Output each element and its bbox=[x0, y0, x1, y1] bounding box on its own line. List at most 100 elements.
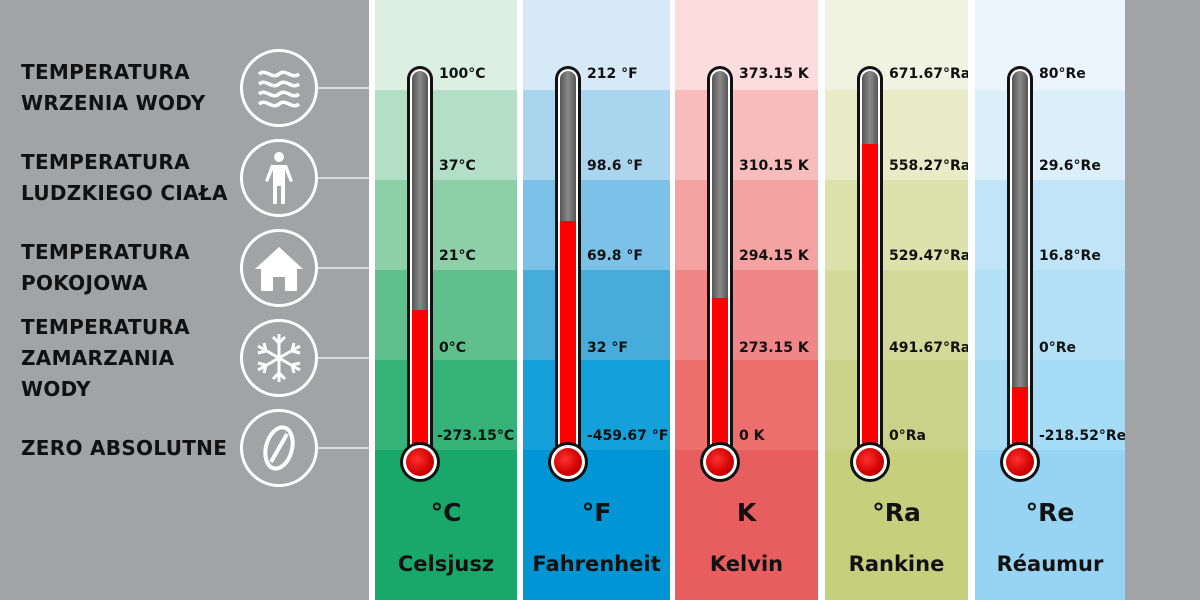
color-band bbox=[375, 270, 517, 360]
tick-label: 16.8°Re bbox=[1039, 248, 1101, 264]
connector-line bbox=[318, 447, 372, 449]
color-band bbox=[375, 180, 517, 270]
scale-name: Kelvin bbox=[709, 552, 784, 576]
zero-icon bbox=[240, 409, 318, 487]
mercury-bulb bbox=[856, 448, 884, 476]
color-band bbox=[975, 90, 1125, 180]
tick-label: 0 K bbox=[739, 428, 765, 444]
tick-label: 21°C bbox=[439, 248, 476, 264]
color-band bbox=[375, 90, 517, 180]
scale-column-réaumur: 80°Re 29.6°Re 16.8°Re 0°Re -218.52°Re °Re Réau… bbox=[975, 0, 1125, 600]
tube-outline bbox=[558, 69, 578, 456]
column-divider bbox=[968, 0, 975, 600]
tick-label: 491.67°Ra bbox=[889, 340, 968, 356]
tick-label: 100°C bbox=[439, 66, 486, 82]
unit-symbol: °Ra bbox=[872, 498, 921, 527]
connector-line bbox=[318, 357, 372, 359]
scale-name: Réaumur bbox=[996, 552, 1104, 576]
tick-label: 98.6 °F bbox=[587, 158, 643, 174]
color-band bbox=[523, 270, 670, 360]
color-band bbox=[675, 180, 818, 270]
connector-line bbox=[318, 267, 372, 269]
color-band bbox=[825, 360, 968, 450]
tube-outline bbox=[860, 69, 880, 456]
tick-label: -273.15°C bbox=[437, 428, 515, 444]
unit-symbol: K bbox=[736, 498, 757, 527]
thermometer-bulb bbox=[850, 442, 890, 482]
tube-glass bbox=[862, 71, 878, 456]
unit-symbol: °C bbox=[430, 498, 462, 527]
color-band bbox=[975, 450, 1125, 600]
tube-glass bbox=[560, 71, 576, 456]
color-band bbox=[375, 0, 517, 90]
color-band bbox=[523, 360, 670, 450]
thermometer-bulb bbox=[400, 442, 440, 482]
color-band bbox=[825, 270, 968, 360]
tick-label: 29.6°Re bbox=[1039, 158, 1101, 174]
thermometer-tube bbox=[857, 66, 883, 456]
tube-glass bbox=[712, 71, 728, 456]
color-band bbox=[825, 180, 968, 270]
person-icon bbox=[240, 139, 318, 217]
tick-label: 80°Re bbox=[1039, 66, 1086, 82]
tube-glass bbox=[412, 71, 428, 456]
column-divider bbox=[517, 0, 523, 600]
mercury-fill bbox=[712, 298, 728, 456]
legend-label: TEMPERATURA POKOJOWA bbox=[21, 240, 190, 295]
thermometer-tube bbox=[555, 66, 581, 456]
tick-label: 529.47°Ra bbox=[889, 248, 968, 264]
tube-outline bbox=[1010, 69, 1030, 456]
thermometer-tube bbox=[407, 66, 433, 456]
tick-label: -218.52°Re bbox=[1039, 428, 1125, 444]
color-band bbox=[675, 270, 818, 360]
mercury-bulb bbox=[554, 448, 582, 476]
waves-icon bbox=[240, 49, 318, 127]
column-divider bbox=[369, 0, 375, 600]
thermometer-bulb bbox=[1000, 442, 1040, 482]
mercury-bulb bbox=[706, 448, 734, 476]
column-divider bbox=[818, 0, 825, 600]
color-band bbox=[675, 450, 818, 600]
bulb-ring bbox=[853, 445, 887, 479]
mercury-fill bbox=[862, 144, 878, 456]
tube-glass bbox=[1012, 71, 1028, 456]
tick-label: 273.15 K bbox=[739, 340, 809, 356]
color-band bbox=[975, 180, 1125, 270]
legend-label: ZERO ABSOLUTNE bbox=[21, 435, 228, 460]
color-band bbox=[825, 450, 968, 600]
legend-label: TEMPERATURA WRZENIA WODY bbox=[21, 60, 206, 115]
thermometer-tube bbox=[707, 66, 733, 456]
mercury-fill bbox=[560, 221, 576, 456]
tick-label: 558.27°Ra bbox=[889, 158, 968, 174]
bulb-ring bbox=[1003, 445, 1037, 479]
legend-label: TEMPERATURA ZAMARZANIA WODY bbox=[21, 314, 190, 401]
color-band bbox=[523, 90, 670, 180]
color-band bbox=[375, 360, 517, 450]
tick-label: 0°C bbox=[439, 340, 467, 356]
tick-label: 0°Re bbox=[1039, 340, 1077, 356]
color-band bbox=[975, 360, 1125, 450]
color-band bbox=[675, 0, 818, 90]
snowflake-icon bbox=[240, 319, 318, 397]
thermometer-bulb bbox=[700, 442, 740, 482]
tick-label: 0°Ra bbox=[889, 428, 926, 444]
color-band bbox=[375, 450, 517, 600]
mercury-bulb bbox=[406, 448, 434, 476]
house-icon bbox=[240, 229, 318, 307]
tick-label: 671.67°Ra bbox=[889, 66, 968, 82]
color-band bbox=[825, 0, 968, 90]
scale-column-kelvin: 373.15 K 310.15 K 294.15 K 273.15 K 0 K K Kelv… bbox=[675, 0, 818, 600]
unit-symbol: °F bbox=[581, 498, 612, 527]
unit-symbol: °Re bbox=[1025, 498, 1075, 527]
tube-outline bbox=[410, 69, 430, 456]
scale-column-fahrenheit: 212 °F 98.6 °F 69.8 °F 32 °F -459.67 °F °F Fah… bbox=[523, 0, 670, 600]
mercury-fill bbox=[1012, 386, 1028, 456]
tick-label: 294.15 K bbox=[739, 248, 809, 264]
mercury-fill bbox=[412, 309, 428, 456]
tick-label: -459.67 °F bbox=[587, 428, 669, 444]
color-band bbox=[975, 270, 1125, 360]
color-band bbox=[523, 450, 670, 600]
color-band bbox=[675, 90, 818, 180]
scale-column-celsjusz: 100°C 37°C 21°C 0°C -273.15°C °C Celsjusz bbox=[375, 0, 517, 600]
tick-label: 310.15 K bbox=[739, 158, 809, 174]
